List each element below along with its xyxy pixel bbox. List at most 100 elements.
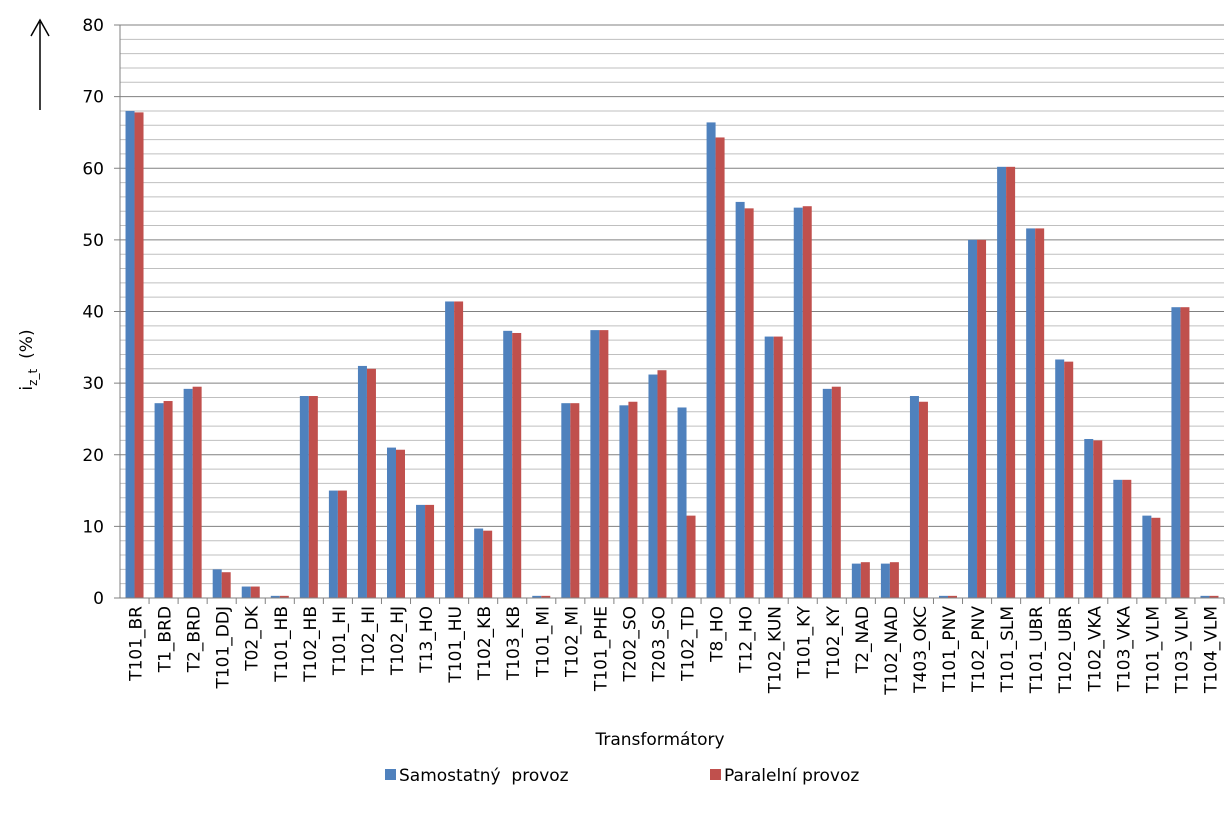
x-tick-label: T103_KB	[504, 606, 524, 681]
y-tick-label: 0	[93, 589, 104, 609]
bar	[445, 301, 455, 598]
bar	[570, 403, 580, 598]
bar	[474, 528, 484, 598]
bar	[793, 207, 803, 599]
bar	[366, 368, 376, 598]
bar	[677, 407, 687, 598]
x-tick-label: T102_NAD	[882, 606, 902, 696]
x-tick-label: T02_DK	[243, 605, 263, 672]
axis-arrow-head	[30, 18, 50, 37]
x-tick-label: T101_PHE	[591, 606, 611, 692]
bar	[802, 206, 812, 598]
y-tick-label: 50	[82, 231, 104, 251]
bar	[1006, 166, 1016, 598]
bar	[706, 122, 716, 598]
bar	[968, 239, 978, 598]
bar	[831, 386, 841, 598]
bar	[454, 301, 464, 598]
x-tick-label: T101_KY	[795, 605, 815, 679]
bar	[1026, 228, 1036, 599]
x-tick-label: T102_KY	[824, 605, 844, 679]
legend-swatch	[710, 769, 721, 780]
x-tick-label: T102_HI	[359, 606, 379, 676]
bar	[889, 562, 899, 598]
bar	[183, 388, 193, 598]
bar	[1180, 307, 1190, 598]
bar	[532, 595, 542, 598]
bar	[1151, 517, 1161, 598]
bar	[134, 112, 144, 598]
bar	[851, 563, 861, 598]
y-tick-label: 70	[82, 88, 104, 108]
bar	[125, 110, 135, 598]
bar	[977, 239, 987, 598]
x-tick-label: T2_BRD	[185, 606, 205, 673]
y-tick-label: 30	[82, 374, 104, 394]
bar	[163, 401, 173, 598]
x-tick-label: T102_HJ	[388, 606, 408, 676]
bar	[1055, 359, 1065, 598]
bar	[241, 586, 251, 598]
bar	[1064, 361, 1074, 598]
bar	[909, 396, 919, 598]
x-tick-label: T104_VLM	[1201, 606, 1221, 694]
bar	[744, 208, 754, 599]
bar	[425, 504, 435, 598]
bar	[1142, 515, 1152, 598]
x-tick-label: T101_DDJ	[214, 606, 234, 690]
legend-label: Samostatný provoz	[399, 766, 569, 786]
bar	[1209, 595, 1219, 598]
x-tick-label: T103_VLM	[1172, 606, 1192, 694]
y-tick-label: 20	[82, 446, 104, 466]
bar	[1113, 479, 1123, 598]
bar	[735, 201, 745, 598]
bar	[337, 490, 347, 598]
bar	[396, 449, 405, 598]
x-tick-label: T102_KUN	[766, 606, 786, 694]
bar	[628, 401, 638, 598]
bar	[648, 374, 658, 598]
bar	[657, 370, 667, 598]
x-tick-label: T101_BR	[127, 606, 147, 682]
bar	[192, 386, 202, 598]
bar	[860, 562, 870, 598]
bar	[822, 388, 832, 598]
legend-swatch	[385, 769, 396, 780]
x-tick-label: T101_HU	[446, 606, 466, 684]
x-tick-label: T102_KB	[475, 606, 495, 681]
bar	[918, 401, 928, 598]
legend-label: Paralelní provoz	[724, 766, 859, 786]
bar	[308, 396, 318, 598]
y-tick-label: 80	[82, 16, 104, 36]
bar	[221, 572, 231, 598]
x-tick-label: T101_SLM	[998, 606, 1018, 693]
x-tick-label: T13_HO	[417, 606, 437, 674]
bar	[880, 563, 890, 598]
x-tick-label: T2_NAD	[853, 606, 873, 674]
bar	[541, 595, 551, 598]
bar	[483, 530, 493, 598]
bar	[773, 336, 783, 598]
x-axis-label: Transformátory	[594, 730, 724, 750]
x-tick-label: T103_VKA	[1114, 606, 1134, 693]
bar	[1035, 228, 1045, 599]
x-tick-label: T102_VKA	[1085, 606, 1105, 693]
x-tick-label: T403_OKC	[911, 606, 931, 694]
bar	[561, 403, 571, 598]
bar	[299, 396, 309, 598]
bar	[1093, 440, 1103, 598]
x-tick-label: T12_HO	[737, 606, 757, 674]
bar	[686, 515, 696, 598]
bar	[416, 504, 426, 598]
x-tick-label: T101_MI	[533, 606, 553, 678]
y-axis-label: iz_t(%)	[17, 329, 40, 390]
bar	[619, 405, 629, 598]
bar	[250, 586, 260, 598]
bar	[715, 137, 725, 599]
bar	[279, 595, 289, 598]
x-tick-label: T101_HI	[330, 606, 350, 676]
x-tick-label: T101_VLM	[1143, 606, 1163, 694]
x-tick-label: T101_UBR	[1027, 606, 1047, 694]
x-tick-label: T202_SO	[620, 606, 640, 683]
